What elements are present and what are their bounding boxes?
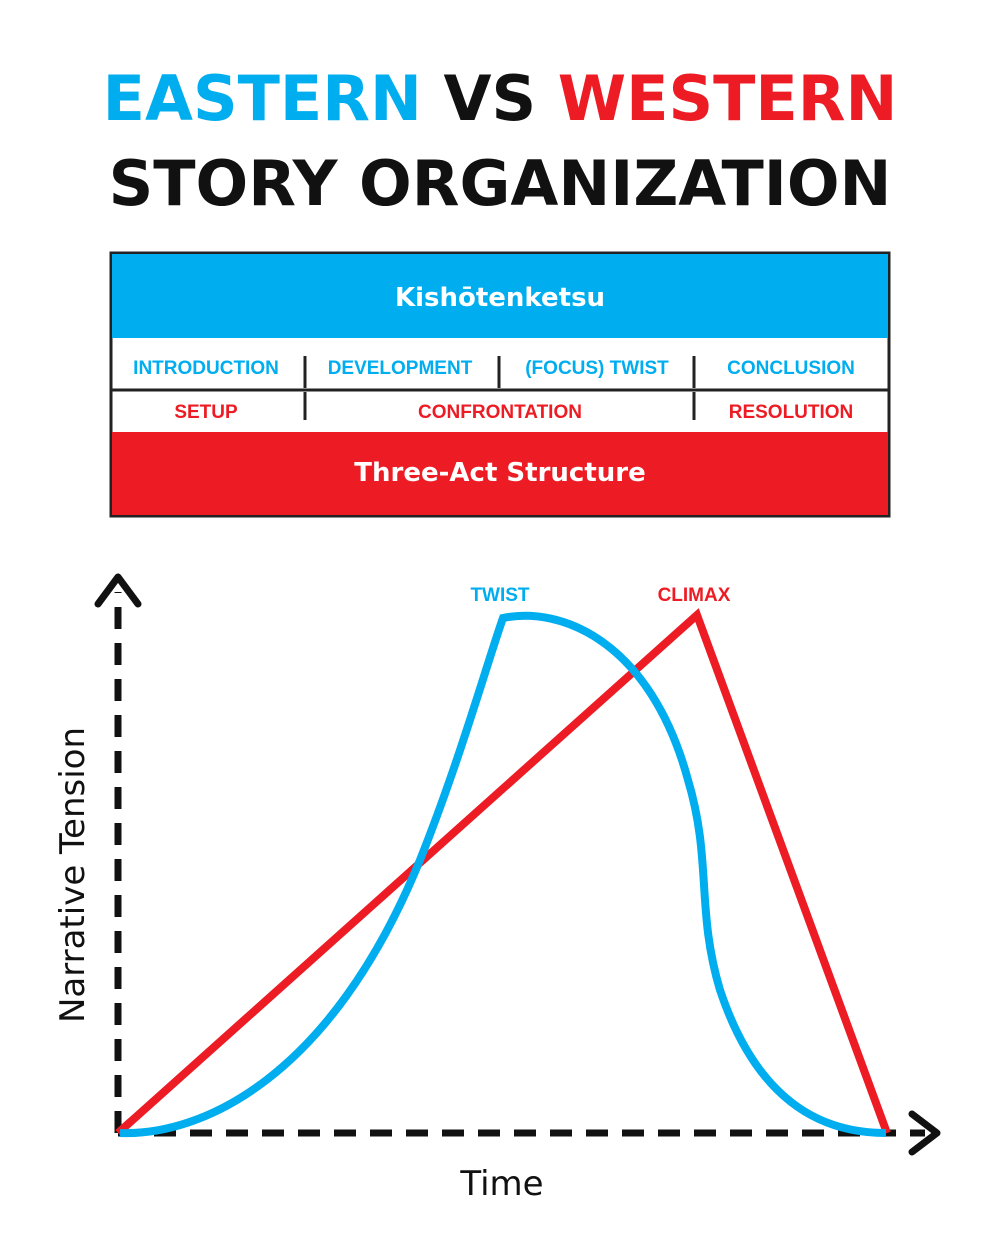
- title-western: WESTERN: [558, 62, 898, 135]
- stage: CONFRONTATION: [418, 402, 582, 423]
- title: EASTERN VS WESTERN: [103, 62, 898, 135]
- title-vs: VS: [443, 62, 536, 135]
- stage: RESOLUTION: [729, 402, 854, 423]
- climax-label: CLIMAX: [658, 585, 731, 606]
- three-act-footer: [112, 432, 888, 515]
- stage: INTRODUCTION: [133, 358, 279, 379]
- three-act-curve: [115, 608, 891, 1136]
- kisho-curve: [119, 611, 887, 1138]
- kisho-title: Kishōtenketsu: [395, 283, 605, 313]
- stage: (FOCUS) TWIST: [525, 358, 669, 379]
- y-arrow: [94, 573, 142, 608]
- title-eastern: EASTERN: [103, 62, 422, 135]
- kisho-stages: INTRODUCTION DEVELOPMENT (FOCUS) TWIST C…: [133, 358, 855, 379]
- three-act-title: Three-Act Structure: [354, 458, 645, 488]
- x-arrow: [908, 1110, 941, 1156]
- twist-label: TWIST: [470, 585, 529, 606]
- subtitle: STORY ORGANIZATION: [109, 147, 892, 220]
- stage: CONCLUSION: [727, 358, 855, 379]
- kisho-header: [112, 254, 888, 338]
- stage: SETUP: [174, 402, 238, 423]
- y-axis-label: Narrative Tension: [53, 727, 93, 1023]
- axes: [94, 573, 941, 1156]
- dividers: [303, 356, 696, 420]
- x-axis-label: Time: [459, 1164, 543, 1204]
- three-act-stages: SETUP CONFRONTATION RESOLUTION: [174, 402, 853, 423]
- stage: DEVELOPMENT: [328, 358, 473, 379]
